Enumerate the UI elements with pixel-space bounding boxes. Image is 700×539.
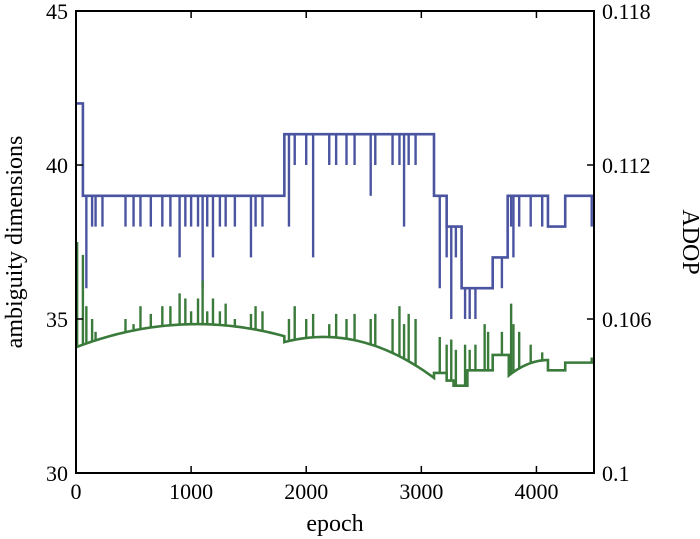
y-left-tick-label: 30: [46, 461, 68, 486]
plot-frame: [75, 10, 595, 474]
x-tick-label: 3000: [399, 479, 443, 504]
x-axis-title: epoch: [306, 511, 363, 537]
y-axis-right-title: ADOP: [677, 209, 700, 274]
y-right-tick-label: 0.112: [602, 153, 651, 178]
y-right-tick-label: 0.1: [602, 461, 630, 486]
y-left-tick-label: 40: [46, 153, 68, 178]
plot-lines: [75, 102, 594, 388]
y-left-tick-label: 45: [46, 0, 68, 24]
x-tick-label: 0: [71, 479, 82, 504]
adop-line: [75, 322, 594, 388]
y-right-tick-label: 0.106: [602, 307, 652, 332]
x-tick-label: 2000: [284, 479, 328, 504]
y-left-tick-label: 35: [46, 307, 68, 332]
axis-ticks: 0 1000 2000 3000 4000 30 35 40 45 0.1 0.106 0.112 0.…: [46, 0, 652, 504]
x-tick-label: 4000: [514, 479, 558, 504]
y-axis-left-title: ambiguity dimensions: [2, 136, 28, 349]
ambiguity-dimensions-line: [76, 102, 594, 290]
y-right-tick-label: 0.118: [602, 0, 651, 24]
x-tick-label: 1000: [169, 479, 213, 504]
